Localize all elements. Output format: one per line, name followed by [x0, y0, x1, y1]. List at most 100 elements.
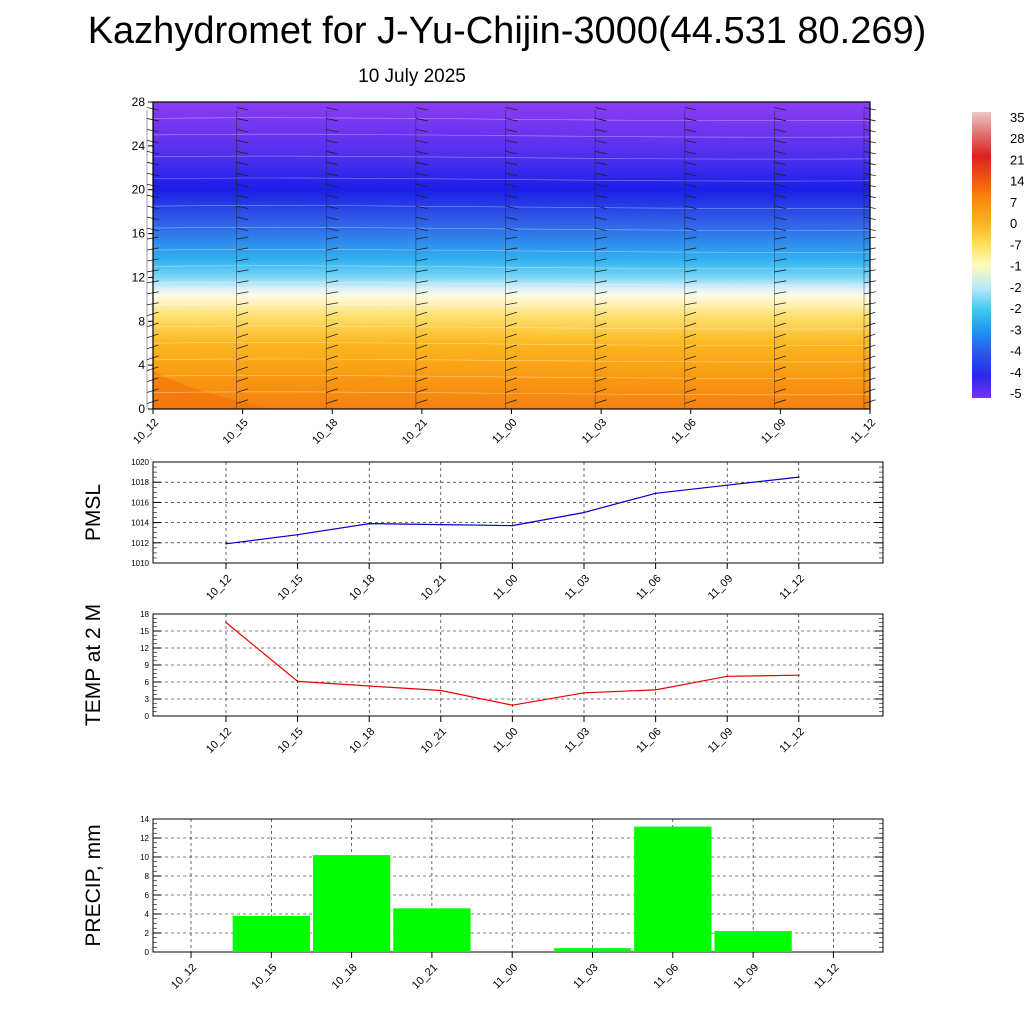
- wind-barb: [326, 216, 339, 221]
- wind-barb: [684, 216, 697, 221]
- wind-barb: [684, 333, 697, 339]
- wind-barb: [595, 150, 607, 155]
- wind-barb: [774, 194, 787, 199]
- wind-barb: [774, 333, 786, 339]
- wind-barb: [505, 129, 518, 133]
- wind-barb: [595, 366, 607, 372]
- y-tick-label: 12: [132, 270, 146, 284]
- wind-barb: [774, 355, 786, 361]
- wind-barb: [236, 311, 249, 317]
- wind-barb: [415, 377, 428, 382]
- wind-barb: [774, 377, 786, 382]
- wind-barb: [774, 302, 787, 306]
- x-tick-label: 11_12: [777, 573, 807, 603]
- wind-barb: [505, 107, 518, 111]
- x-tick-label: 11_12: [777, 726, 807, 756]
- wind-barb: [326, 194, 339, 199]
- wind-barb: [505, 388, 518, 393]
- x-tick-label: 10_21: [419, 573, 449, 603]
- wind-barb: [684, 247, 697, 251]
- wind-barb: [595, 311, 607, 317]
- wind-barb: [774, 311, 786, 317]
- y-tick-label: 0: [138, 402, 145, 416]
- data-point: [368, 522, 371, 525]
- x-tick-label: 10_21: [419, 726, 449, 756]
- wind-barb: [595, 302, 608, 306]
- wind-barb: [236, 227, 249, 231]
- wind-barb: [415, 129, 428, 133]
- wind-barb: [595, 344, 607, 350]
- wind-barb: [505, 291, 518, 295]
- wind-barb: [595, 377, 607, 382]
- wind-barb: [595, 183, 607, 188]
- wind-barb: [505, 269, 518, 273]
- wind-barb: [326, 291, 339, 295]
- wind-barb: [326, 139, 339, 144]
- colorbar-label: -3: [1010, 322, 1022, 337]
- data-point: [440, 689, 442, 692]
- x-tick-label: 10_15: [276, 573, 306, 603]
- wind-barb: [415, 183, 428, 188]
- wind-barb: [684, 183, 697, 188]
- wind-barb: [415, 344, 428, 350]
- y-tick-label: 1020: [131, 458, 149, 467]
- wind-barb: [236, 194, 249, 199]
- wind-barb: [236, 118, 249, 122]
- wind-barb: [326, 236, 339, 240]
- wind-barb: [236, 291, 249, 295]
- wind-barb: [326, 258, 339, 262]
- wind-barb: [415, 205, 428, 210]
- colorbar-label: -2: [1010, 280, 1022, 295]
- x-tick-label: 11_06: [634, 573, 664, 603]
- wind-barb: [774, 291, 787, 295]
- wind-barb: [595, 107, 607, 111]
- wind-barb: [505, 194, 518, 199]
- x-tick-label: 10_18: [310, 417, 340, 447]
- x-tick-label: 10_12: [204, 573, 234, 603]
- x-tick-label: 10_15: [276, 726, 306, 756]
- wind-barb: [774, 344, 786, 350]
- wind-barb: [415, 216, 428, 221]
- wind-barb: [415, 399, 428, 404]
- wind-barb: [236, 161, 249, 166]
- wind-barb: [505, 172, 518, 177]
- x-tick-label: 11_06: [651, 962, 681, 992]
- wind-barb: [684, 236, 697, 240]
- contour-line: [152, 227, 871, 231]
- x-tick-label: 11_00: [491, 726, 521, 756]
- wind-barb: [774, 280, 787, 284]
- x-tick-label: 10_18: [347, 726, 377, 756]
- wind-barb: [326, 311, 338, 317]
- wind-barb: [326, 161, 339, 166]
- data-bar: [714, 931, 792, 952]
- data-point: [726, 484, 728, 487]
- wind-barb: [236, 344, 249, 350]
- x-tick-label: 11_09: [759, 417, 789, 447]
- wind-barb: [684, 311, 697, 317]
- wind-barb: [774, 399, 786, 404]
- wind-barb: [684, 322, 697, 328]
- wind-barb: [415, 139, 428, 144]
- wind-barb: [236, 302, 249, 306]
- wind-barb: [774, 322, 786, 328]
- data-point: [225, 621, 227, 624]
- wind-barb: [415, 247, 428, 251]
- wind-barb: [236, 183, 249, 188]
- y-axis-label: PMSL: [82, 484, 105, 541]
- data-point: [368, 685, 371, 687]
- chart-title: Kazhydromet for J-Yu-Chijin-3000(44.531 …: [87, 10, 927, 52]
- data-point: [440, 523, 442, 526]
- wind-barb: [236, 236, 249, 240]
- wind-barb: [595, 139, 607, 144]
- wind-barb: [595, 291, 608, 295]
- wind-barb: [236, 216, 249, 221]
- wind-barb: [236, 333, 249, 339]
- y-tick-label: 1010: [131, 559, 149, 568]
- y-tick-label: 4: [145, 910, 150, 919]
- wind-barb: [684, 355, 697, 361]
- wind-barb: [505, 366, 518, 372]
- wind-barb: [595, 247, 608, 251]
- wind-barb: [684, 344, 697, 350]
- colorbar-label: -5: [1010, 386, 1022, 401]
